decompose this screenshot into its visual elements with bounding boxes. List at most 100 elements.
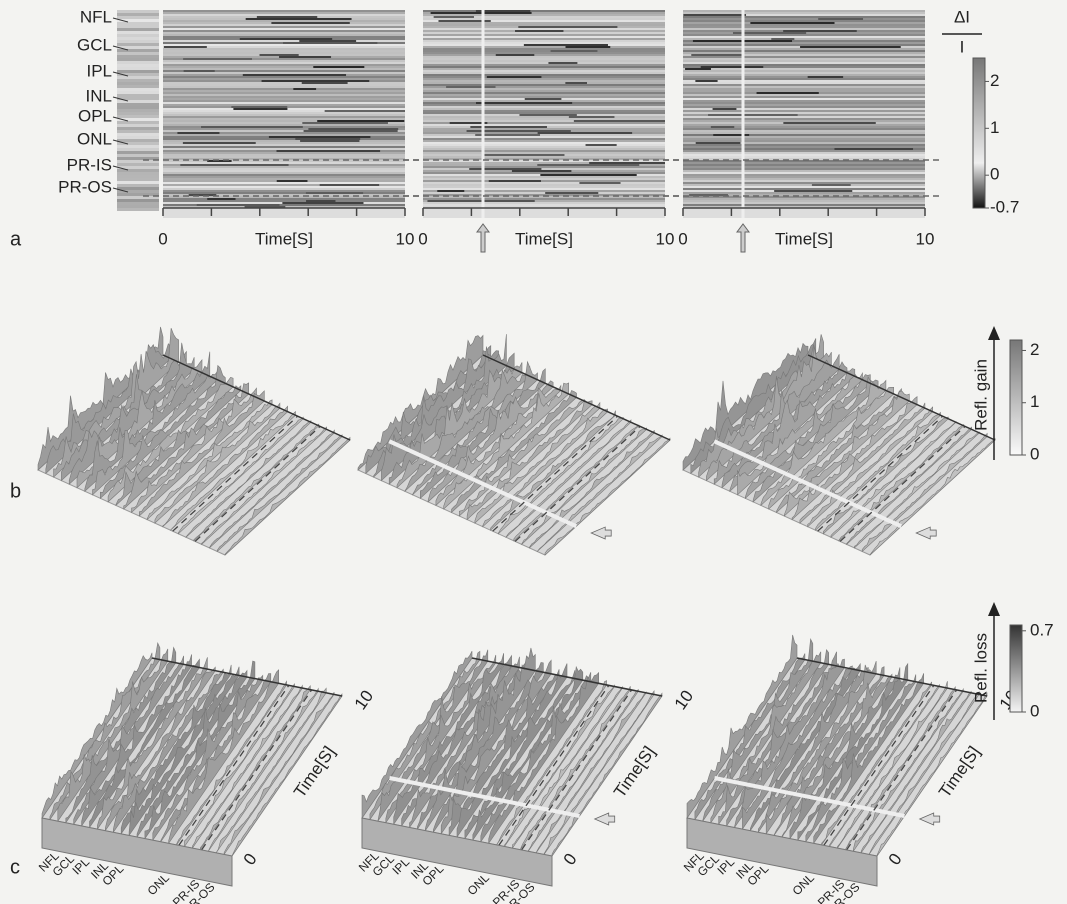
heatmap-row [423, 178, 665, 180]
heatmap-streak [691, 54, 742, 56]
heatmap-streak [231, 106, 287, 108]
heatmap-row [423, 192, 665, 194]
retina-texture [117, 175, 159, 178]
heatmap-row [163, 14, 405, 16]
heatmap-streak [295, 138, 360, 140]
heatmap-streak [201, 126, 303, 128]
heatmap-row [683, 60, 925, 62]
retina-texture [117, 139, 159, 142]
panel-label: a [10, 228, 22, 250]
heatmap-row [423, 62, 665, 64]
heatmap-streak [320, 184, 379, 186]
heatmap-row [423, 88, 665, 90]
heatmap-row [683, 168, 925, 170]
heatmap-row [683, 56, 925, 58]
colorbar-label: Refl. loss [971, 633, 990, 703]
heatmap-row [423, 176, 665, 178]
heatmap-row [423, 42, 665, 44]
heatmap-row [423, 166, 665, 168]
heatmap-row [683, 110, 925, 112]
stimulus-arrow [591, 527, 611, 539]
heatmap-row [163, 124, 405, 126]
heatmap-row [423, 204, 665, 206]
heatmap-row [423, 24, 665, 26]
heatmap-row [683, 136, 925, 138]
heatmap-row [163, 170, 405, 172]
heatmap-row [683, 90, 925, 92]
heatmap-streak [325, 110, 405, 112]
heatmap-row [683, 178, 925, 180]
colorbar-tick-label: -0.7 [990, 197, 1019, 216]
heatmap-row [683, 172, 925, 174]
heatmap-streak [475, 134, 540, 136]
heatmap-row [683, 156, 925, 158]
heatmap-row [423, 56, 665, 58]
heatmap-streak [246, 18, 352, 20]
heatmap-streak [446, 86, 495, 88]
heatmap-row [423, 148, 665, 150]
heatmap-streak [183, 142, 256, 144]
heatmap-streak [240, 38, 332, 40]
heatmap-row [163, 104, 405, 106]
heatmap-row [683, 64, 925, 66]
heatmap-streak [800, 46, 901, 48]
heatmap-row [683, 28, 925, 30]
heatmap-row [683, 140, 925, 142]
colorbar [973, 58, 985, 208]
heatmap-row [423, 96, 665, 98]
heatmap-row [423, 104, 665, 106]
heatmap-streak [431, 12, 532, 14]
heatmap-row [163, 190, 405, 192]
heatmap-row [683, 70, 925, 72]
heatmap-row [423, 112, 665, 114]
retina-texture [117, 64, 159, 67]
heatmap-row [683, 180, 925, 182]
heatmap-row [423, 48, 665, 50]
heatmap-row [423, 150, 665, 152]
heatmap-row [423, 10, 665, 12]
heatmap-row [163, 188, 405, 190]
heatmap-row [423, 36, 665, 38]
heatmap-row [683, 38, 925, 40]
heatmap-row [683, 42, 925, 44]
retina-texture [117, 76, 159, 79]
heatmap-streak [271, 22, 349, 24]
heatmap-row [163, 24, 405, 26]
heatmap-row [683, 152, 925, 154]
retina-texture [117, 112, 159, 115]
retina-texture [117, 154, 159, 157]
time-tick-label: 0 [885, 850, 906, 869]
heatmap-row [163, 186, 405, 188]
heatmap-row [683, 58, 925, 60]
heatmap-row [423, 156, 665, 158]
heatmap-row [163, 84, 405, 86]
colorbar-tick-label: 0 [990, 165, 999, 184]
heatmap-row [423, 144, 665, 146]
heatmap-streak [783, 122, 875, 124]
panel-label: b [10, 480, 21, 502]
x-tick-label: 10 [396, 229, 415, 248]
heatmap-streak [184, 70, 215, 72]
heatmap-row [423, 14, 665, 16]
heatmap-row [423, 202, 665, 204]
heatmap-row [683, 52, 925, 54]
heatmap-streak [519, 114, 576, 116]
heatmap-row [683, 170, 925, 172]
heatmap-row [423, 94, 665, 96]
retina-texture [117, 34, 159, 37]
heatmap-row [423, 46, 665, 48]
heatmap-streak [302, 82, 348, 84]
time-tick-label: 0 [240, 850, 261, 869]
heatmap-streak [774, 190, 852, 192]
heatmap-row [163, 134, 405, 136]
heatmap-row [163, 60, 405, 62]
heatmap-row [423, 18, 665, 20]
retina-texture [117, 106, 159, 109]
heatmap-row [423, 118, 665, 120]
heatmap-row [423, 106, 665, 108]
heatmap-row [423, 58, 665, 60]
retina-texture [117, 109, 159, 112]
retina-texture [117, 127, 159, 130]
heatmap-streak [276, 150, 380, 152]
heatmap-row [683, 76, 925, 78]
